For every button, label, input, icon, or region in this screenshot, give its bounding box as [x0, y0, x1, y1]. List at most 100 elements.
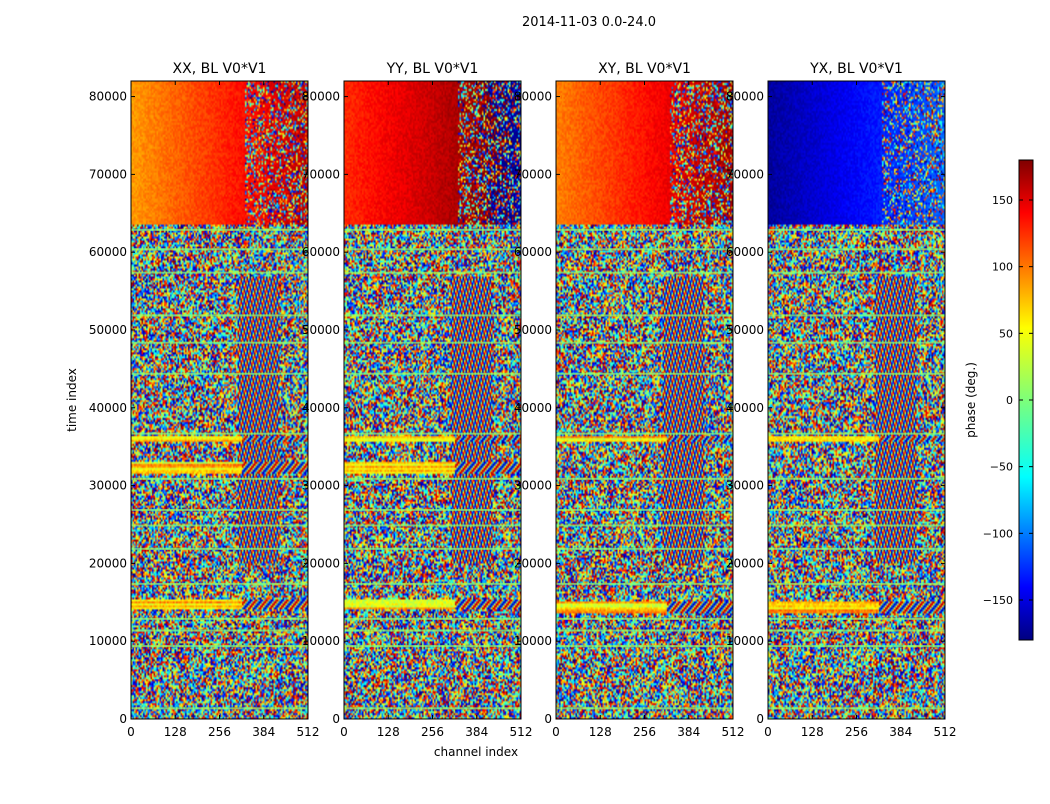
x-tick-label: 384 [252, 725, 275, 739]
y-tick-label: 70000 [514, 167, 552, 181]
y-tick-label: 50000 [302, 323, 340, 337]
phase-raster-1 [344, 81, 521, 719]
phase-raster-0 [131, 81, 308, 719]
x-tick-label: 128 [164, 725, 187, 739]
y-tick-label: 0 [119, 712, 127, 726]
flag-line [131, 582, 308, 585]
flag-line [768, 617, 945, 620]
y-tick-label: 0 [756, 712, 764, 726]
flag-line [768, 341, 945, 344]
flag-line [131, 271, 308, 274]
y-tick-label: 80000 [726, 90, 764, 104]
flag-line [131, 617, 308, 620]
y-tick-label: 80000 [514, 90, 552, 104]
x-tick-label: 512 [510, 725, 533, 739]
flag-line [344, 524, 521, 527]
figure-title: 2014-11-03 0.0-24.0 [522, 15, 656, 30]
colorbar: −150 −100 −50 0 50 100 150 [983, 159, 1034, 641]
flag-line [768, 508, 945, 511]
x-tick-label: 256 [845, 725, 868, 739]
flag-line [768, 432, 945, 435]
colorbar-tick-label: −100 [983, 527, 1013, 540]
flag-line [768, 248, 945, 251]
phase-raster-2 [556, 81, 733, 719]
flag-line [768, 645, 945, 648]
flag-line [131, 629, 308, 632]
y-tick-label: 30000 [89, 479, 127, 493]
panel-2: XY, BL V0*V1 0 128 256 384 512 0 10000 20000 3000… [514, 61, 745, 739]
y-tick-label: 60000 [302, 245, 340, 259]
y-tick-label: 0 [332, 712, 340, 726]
colorbar-tick-label: 150 [992, 194, 1013, 207]
y-tick-label: 10000 [726, 634, 764, 648]
x-tick-label: 0 [340, 725, 348, 739]
x-tick-label: 0 [127, 725, 135, 739]
flag-line [556, 707, 733, 710]
flag-line [556, 477, 733, 480]
flag-line [556, 524, 733, 527]
x-tick-label: 0 [552, 725, 560, 739]
y-tick-label: 80000 [302, 90, 340, 104]
flag-line [344, 707, 521, 710]
y-tick-label: 60000 [514, 245, 552, 259]
x-tick-label: 128 [377, 725, 400, 739]
y-tick-label: 10000 [514, 634, 552, 648]
flag-line [556, 248, 733, 251]
flag-line [131, 707, 308, 710]
flag-line [556, 271, 733, 274]
flag-line [131, 228, 308, 231]
x-tick-label: 256 [633, 725, 656, 739]
flag-line [768, 271, 945, 274]
colorbar-tick-label: −150 [983, 594, 1013, 607]
x-tick-label: 0 [764, 725, 772, 739]
panel-title: YY, BL V0*V1 [386, 61, 479, 77]
flag-line [768, 314, 945, 317]
flag-line [556, 228, 733, 231]
flag-line [344, 228, 521, 231]
y-tick-label: 20000 [726, 556, 764, 570]
flag-line [344, 432, 521, 435]
y-tick-label: 40000 [302, 401, 340, 415]
flag-line [344, 547, 521, 550]
flag-line [344, 645, 521, 648]
flag-line [344, 248, 521, 251]
x-tick-label: 128 [589, 725, 612, 739]
flag-line [131, 547, 308, 550]
x-tick-label: 384 [889, 725, 912, 739]
flag-line [131, 432, 308, 435]
panel-0: XX, BL V0*V1 0 128 256 384 512 0 10000 20000 3000… [89, 61, 320, 739]
y-tick-label: 40000 [726, 401, 764, 415]
flag-line [344, 629, 521, 632]
flag-line [131, 524, 308, 527]
panel-title: XY, BL V0*V1 [598, 61, 691, 77]
panel-3: YX, BL V0*V1 0 128 256 384 512 0 10000 20000 3000… [726, 61, 957, 739]
flag-line [131, 477, 308, 480]
colorbar-tick-label: 0 [1006, 394, 1013, 407]
x-tick-label: 256 [208, 725, 231, 739]
panel-title: YX, BL V0*V1 [809, 61, 903, 77]
x-axis-label: channel index [434, 745, 518, 759]
y-tick-label: 60000 [89, 245, 127, 259]
flag-line [768, 629, 945, 632]
flag-line [768, 582, 945, 585]
y-tick-label: 40000 [514, 401, 552, 415]
y-tick-label: 30000 [302, 479, 340, 493]
flag-line [556, 372, 733, 375]
y-tick-label: 50000 [89, 323, 127, 337]
flag-line [556, 314, 733, 317]
y-tick-label: 80000 [89, 90, 127, 104]
colorbar-tick-label: 100 [992, 261, 1013, 274]
y-axis-label: time index [65, 368, 79, 432]
flag-line [556, 547, 733, 550]
flag-line [131, 341, 308, 344]
x-tick-label: 128 [801, 725, 824, 739]
y-tick-label: 70000 [302, 167, 340, 181]
y-tick-label: 70000 [726, 167, 764, 181]
flag-line [344, 477, 521, 480]
y-tick-label: 30000 [726, 479, 764, 493]
flag-line [131, 372, 308, 375]
y-tick-label: 20000 [514, 556, 552, 570]
flag-line [768, 524, 945, 527]
